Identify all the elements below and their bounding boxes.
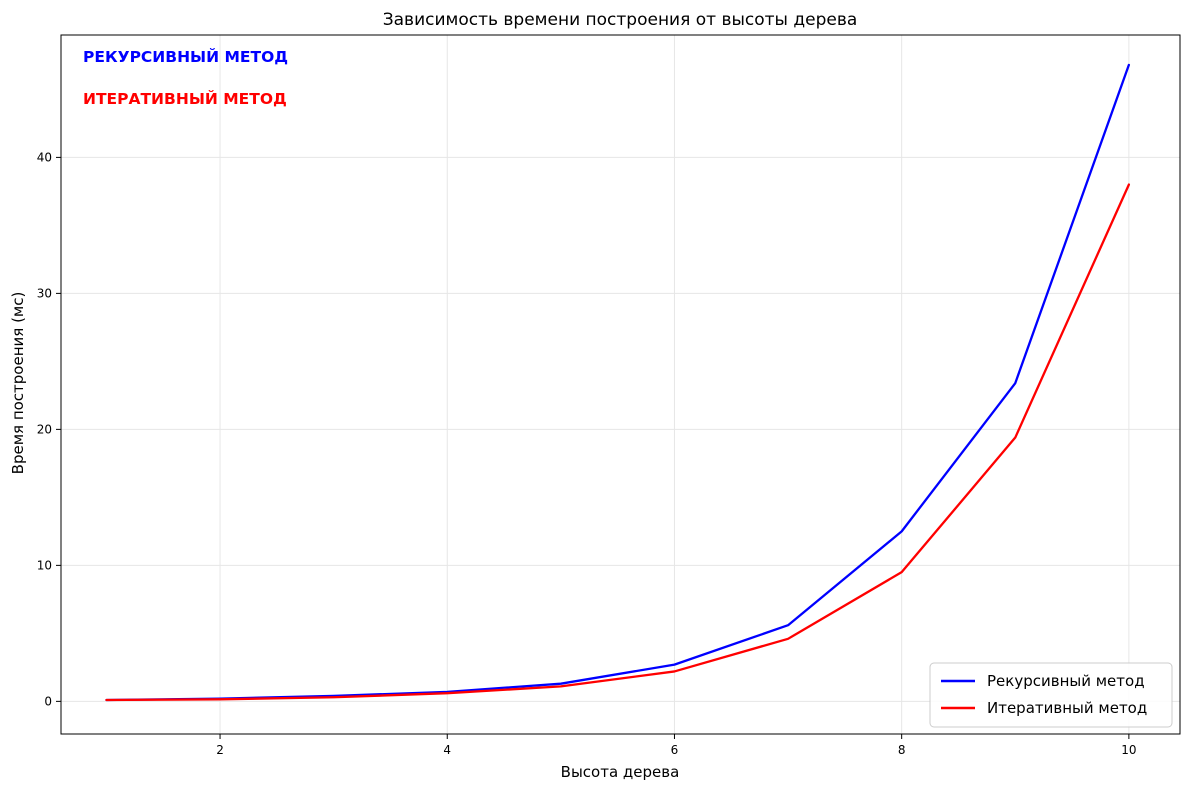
annotation-iterative: ИТЕРАТИВНЫЙ МЕТОД <box>83 89 287 108</box>
series-line-recursive <box>105 63 1131 702</box>
y-tick-label: 0 <box>44 694 52 708</box>
chart-title: Зависимость времени построения от высоты… <box>383 10 858 30</box>
x-tick-label: 10 <box>1121 743 1136 757</box>
plot-frame <box>60 34 1181 735</box>
legend: Рекурсивный метод Итеративный метод <box>929 662 1173 728</box>
x-tick-label: 6 <box>671 743 679 757</box>
x-tick-label: 4 <box>443 743 451 757</box>
y-tick-label: 30 <box>37 286 52 300</box>
grid <box>61 35 1180 734</box>
x-axis-ticks: 2 4 6 8 10 <box>216 734 1137 757</box>
plot-lines <box>105 63 1131 702</box>
y-axis-ticks: 0 10 20 30 40 <box>37 150 61 708</box>
x-tick-label: 8 <box>898 743 906 757</box>
y-tick-label: 20 <box>37 422 52 436</box>
x-tick-label: 2 <box>216 743 224 757</box>
legend-label-recursive: Рекурсивный метод <box>987 672 1145 690</box>
x-axis-label: Высота дерева <box>561 763 680 781</box>
legend-box <box>929 662 1173 728</box>
legend-label-iterative: Итеративный метод <box>987 699 1147 717</box>
y-tick-label: 10 <box>37 558 52 572</box>
series-line-iterative <box>105 183 1131 702</box>
annotation-recursive: РЕКУРСИВНЫЙ МЕТОД <box>83 47 288 66</box>
y-tick-label: 40 <box>37 150 52 164</box>
y-axis-label: Время построения (мс) <box>9 292 27 475</box>
